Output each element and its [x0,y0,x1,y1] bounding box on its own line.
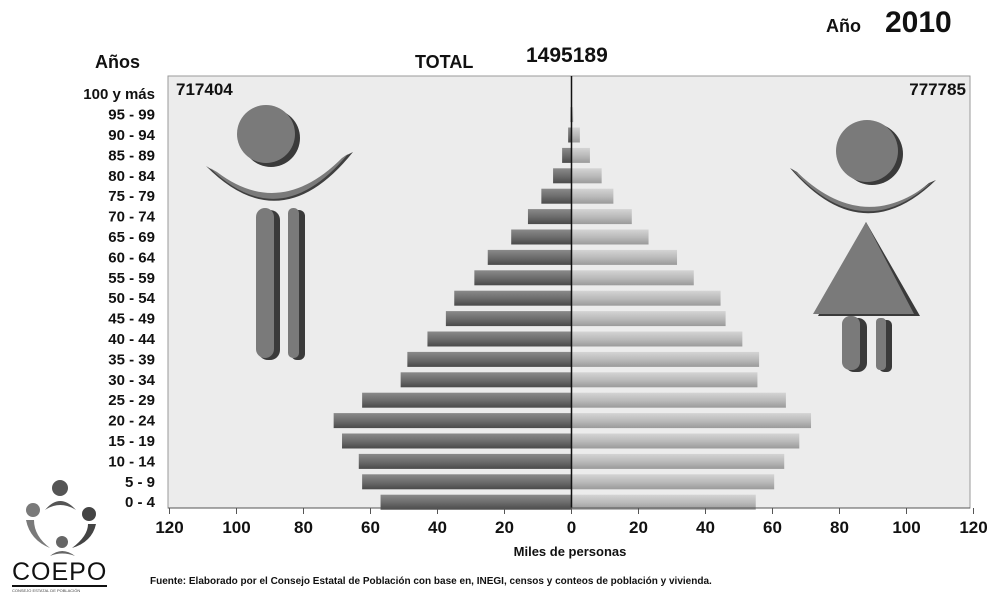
x-tick-label: 20 [629,518,648,537]
coepo-logo-icon [26,480,96,556]
women-bar [571,494,756,510]
age-group-label: 90 - 94 [108,127,155,144]
men-bar [527,209,572,225]
men-bar [407,351,572,367]
age-group-label: 40 - 44 [108,331,155,348]
age-group-label: 85 - 89 [108,147,155,164]
women-bar [571,392,786,408]
women-bar [571,433,800,449]
x-tick-label: 100 [892,518,920,537]
men-bar [342,433,572,449]
age-axis-title: Años [95,52,140,72]
male-person-icon [206,105,353,360]
x-tick-label: 60 [763,518,782,537]
men-bar [541,188,572,204]
men-bar [358,453,572,469]
men-bar [362,474,572,490]
x-tick-label: 0 [567,518,576,537]
women-bar [571,351,760,367]
year-value: 2010 [885,6,952,39]
women-bar [571,331,743,347]
men-bar [568,127,572,143]
men-bar [380,494,572,510]
age-group-label: 0 - 4 [125,494,156,511]
men-total: 717404 [176,80,233,99]
total-label: TOTAL [415,52,474,72]
women-bar [571,229,649,245]
age-group-label: 15 - 19 [108,433,155,450]
men-bar [511,229,572,245]
age-group-label: 80 - 84 [108,168,155,185]
men-bar [487,249,572,265]
women-bar [571,168,602,184]
men-bar [362,392,572,408]
women-bar [571,209,632,225]
age-group-label: 70 - 74 [108,209,155,226]
age-group-label: 20 - 24 [108,413,155,430]
x-tick-label: 80 [830,518,849,537]
logo-text: COEPO [12,558,108,587]
age-group-label: 65 - 69 [108,229,155,246]
x-tick-label: 100 [222,518,250,537]
men-bar [427,331,572,347]
x-tick-label: 40 [696,518,715,537]
logo-subtext: CONSEJO ESTATAL DE POBLACIÓN [12,588,81,593]
women-bar [571,311,726,327]
age-group-label: 5 - 9 [125,474,155,491]
men-bar [454,290,572,306]
age-group-label: 30 - 34 [108,372,155,389]
x-tick-label: 80 [294,518,313,537]
age-group-label: 95 - 99 [108,107,155,124]
women-bar [571,127,580,143]
men-bar [445,311,572,327]
x-tick-label: 120 [155,518,183,537]
women-bar [571,270,694,286]
x-tick-label: 20 [495,518,514,537]
women-bar [571,249,678,265]
women-total: 777785 [909,80,966,99]
female-person-icon [790,120,936,372]
men-bar [400,372,572,388]
age-group-label: 50 - 54 [108,290,155,307]
men-bar [553,168,572,184]
age-group-label: 100 y más [83,86,155,103]
age-group-label: 75 - 79 [108,188,155,205]
x-tick-label: 40 [428,518,447,537]
source-note: Fuente: Elaborado por el Consejo Estatal… [150,576,712,587]
x-tick-label: 120 [959,518,987,537]
men-bar [562,147,572,163]
women-bar [571,107,574,123]
women-bar [571,147,590,163]
age-group-label: 10 - 14 [108,453,155,470]
women-bar [571,413,812,429]
x-tick-label: 60 [361,518,380,537]
men-bar [333,413,572,429]
year-label: Año [826,16,861,36]
age-group-label: 35 - 39 [108,351,155,368]
women-bar [571,453,785,469]
men-bar [474,270,572,286]
total-value: 1495189 [526,44,608,67]
women-bar [571,188,614,204]
age-group-label: 25 - 29 [108,392,155,409]
age-group-label: 45 - 49 [108,311,155,328]
x-axis-title: Miles de personas [514,544,627,559]
women-bar [571,474,775,490]
age-group-label: 60 - 64 [108,249,155,266]
age-group-label: 55 - 59 [108,270,155,287]
women-bar [571,372,758,388]
women-bar [571,290,721,306]
